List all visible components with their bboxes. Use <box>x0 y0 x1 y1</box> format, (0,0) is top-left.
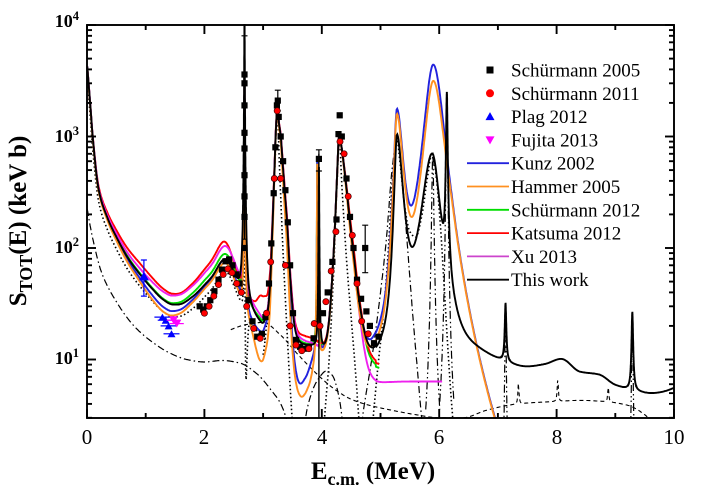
svg-text:Kunz 2002: Kunz 2002 <box>511 154 595 175</box>
svg-text:0: 0 <box>82 425 93 449</box>
svg-text:Katsuma 2012: Katsuma 2012 <box>511 224 621 245</box>
svg-text:10: 10 <box>664 425 685 449</box>
svg-text:6: 6 <box>434 425 445 449</box>
svg-text:Schürmann 2005: Schürmann 2005 <box>511 61 640 82</box>
svg-text:Hammer 2005: Hammer 2005 <box>511 177 620 198</box>
svg-text:8: 8 <box>552 425 563 449</box>
svg-text:Fujita 2013: Fujita 2013 <box>511 130 598 151</box>
svg-text:Schürmann 2012: Schürmann 2012 <box>511 200 640 221</box>
svg-text:This work: This work <box>511 270 589 291</box>
svg-text:2: 2 <box>199 425 210 449</box>
svg-text:Schürmann 2011: Schürmann 2011 <box>511 84 640 105</box>
svg-text:4: 4 <box>317 425 328 449</box>
svg-text:STOT(E) (keV b): STOT(E) (keV b) <box>5 136 36 307</box>
svg-text:Xu 2013: Xu 2013 <box>511 247 577 268</box>
svg-text:Plag 2012: Plag 2012 <box>511 107 588 128</box>
